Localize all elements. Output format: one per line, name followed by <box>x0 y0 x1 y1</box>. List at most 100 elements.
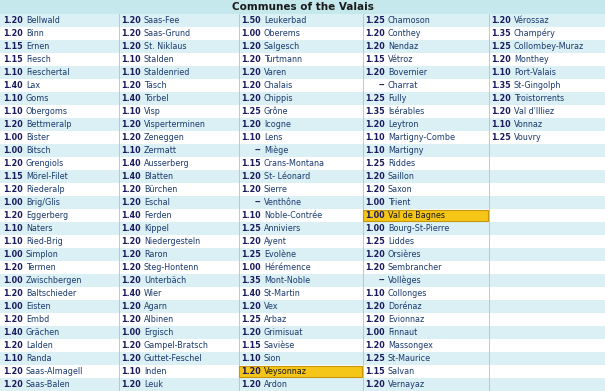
Text: 1.20: 1.20 <box>241 42 261 51</box>
Text: Lens: Lens <box>264 133 283 142</box>
Text: Saillon: Saillon <box>388 172 415 181</box>
Text: 1.20: 1.20 <box>3 159 23 168</box>
Text: Sion: Sion <box>264 354 281 363</box>
Text: 1.20: 1.20 <box>3 341 23 350</box>
Text: Vernayaz: Vernayaz <box>388 380 425 389</box>
Text: Bovernier: Bovernier <box>388 68 427 77</box>
Text: 1.10: 1.10 <box>491 68 511 77</box>
Text: Wier: Wier <box>144 289 162 298</box>
Text: 1.20: 1.20 <box>241 68 261 77</box>
Text: Eschal: Eschal <box>144 198 170 207</box>
Text: 1.20: 1.20 <box>241 367 261 376</box>
Text: 1.20: 1.20 <box>3 120 23 129</box>
Text: Chippis: Chippis <box>264 94 293 103</box>
Text: Lalden: Lalden <box>26 341 53 350</box>
Text: 1.00: 1.00 <box>365 224 385 233</box>
Text: Guttet-Feschel: Guttet-Feschel <box>144 354 203 363</box>
Text: Liddes: Liddes <box>388 237 414 246</box>
Bar <box>0 261 605 274</box>
Text: 1.20: 1.20 <box>121 276 141 285</box>
Text: Randa: Randa <box>26 354 51 363</box>
Text: 1.00: 1.00 <box>365 211 385 220</box>
Text: 1.15: 1.15 <box>241 341 261 350</box>
Text: Ayent: Ayent <box>264 237 287 246</box>
Text: 1.25: 1.25 <box>241 250 261 259</box>
Text: 1.10: 1.10 <box>241 133 261 142</box>
Bar <box>0 326 605 339</box>
Text: 1.20: 1.20 <box>121 42 141 51</box>
Text: Simplon: Simplon <box>26 250 59 259</box>
Text: Riederalp: Riederalp <box>26 185 65 194</box>
Text: 1.20: 1.20 <box>365 68 385 77</box>
Text: Blatten: Blatten <box>144 172 173 181</box>
Text: 1.20: 1.20 <box>3 16 23 25</box>
Text: 1.15: 1.15 <box>365 367 385 376</box>
Text: Zwischbergen: Zwischbergen <box>26 276 82 285</box>
Text: Leytron: Leytron <box>388 120 419 129</box>
Text: 1.00: 1.00 <box>241 263 261 272</box>
Text: Massongex: Massongex <box>388 341 433 350</box>
Text: Finnaut: Finnaut <box>388 328 417 337</box>
Bar <box>0 339 605 352</box>
Text: Communes of the Valais: Communes of the Valais <box>232 2 373 12</box>
Text: Täsch: Täsch <box>144 81 166 90</box>
Text: Mont-Noble: Mont-Noble <box>264 276 310 285</box>
Text: St- Léonard: St- Léonard <box>264 172 310 181</box>
Bar <box>0 144 605 157</box>
Text: Binn: Binn <box>26 29 44 38</box>
Text: Termen: Termen <box>26 263 56 272</box>
Text: Venthône: Venthône <box>264 198 302 207</box>
Text: St-Gingolph: St-Gingolph <box>514 81 561 90</box>
Text: Val de Bagnes: Val de Bagnes <box>388 211 445 220</box>
Text: Noble-Contrée: Noble-Contrée <box>264 211 322 220</box>
Text: 1.20: 1.20 <box>121 29 141 38</box>
Text: 1.10: 1.10 <box>4 68 23 77</box>
Text: Brig/Glis: Brig/Glis <box>26 198 60 207</box>
Text: 1.35: 1.35 <box>491 29 511 38</box>
Text: Monthey: Monthey <box>514 55 549 64</box>
Text: Fully: Fully <box>388 94 407 103</box>
Text: Ausserberg: Ausserberg <box>144 159 189 168</box>
Text: Obergoms: Obergoms <box>26 107 68 116</box>
Text: Fieschertal: Fieschertal <box>26 68 70 77</box>
Text: St-Maurice: St-Maurice <box>388 354 431 363</box>
Text: 1.20: 1.20 <box>241 302 261 311</box>
Text: Albinen: Albinen <box>144 315 174 324</box>
Text: 1.20: 1.20 <box>121 81 141 90</box>
Text: 1.20: 1.20 <box>121 16 141 25</box>
Text: 1.20: 1.20 <box>365 250 385 259</box>
Text: 1.25: 1.25 <box>365 354 385 363</box>
Text: Icogne: Icogne <box>264 120 291 129</box>
Text: 1.40: 1.40 <box>4 81 23 90</box>
Text: 1.20: 1.20 <box>121 250 141 259</box>
Text: 1.20: 1.20 <box>365 29 385 38</box>
Bar <box>0 196 605 209</box>
Text: Orsières: Orsières <box>388 250 422 259</box>
Text: Varen: Varen <box>264 68 287 77</box>
Text: 1.20: 1.20 <box>241 380 261 389</box>
Text: Val d'Illiez: Val d'Illiez <box>514 107 554 116</box>
Text: Bettmeralp: Bettmeralp <box>26 120 71 129</box>
Text: 1.10: 1.10 <box>4 94 23 103</box>
Text: 1.20: 1.20 <box>241 120 261 129</box>
Text: 1.35: 1.35 <box>241 276 261 285</box>
Text: Inden: Inden <box>144 367 166 376</box>
Text: Kippel: Kippel <box>144 224 169 233</box>
Text: Leuk: Leuk <box>144 380 163 389</box>
Text: Visperterminen: Visperterminen <box>144 120 206 129</box>
Text: 1.00: 1.00 <box>4 250 23 259</box>
Text: 1.10: 1.10 <box>4 237 23 246</box>
Text: 1.20: 1.20 <box>365 302 385 311</box>
Text: Isérables: Isérables <box>388 107 424 116</box>
Text: 1.00: 1.00 <box>4 146 23 155</box>
Text: 1.10: 1.10 <box>241 354 261 363</box>
Text: 1.20: 1.20 <box>3 185 23 194</box>
Text: Troistorrents: Troistorrents <box>514 94 564 103</box>
Text: Chamoson: Chamoson <box>388 16 431 25</box>
Text: 1.20: 1.20 <box>241 55 261 64</box>
Text: Champéry: Champéry <box>514 29 556 38</box>
Text: Turtmann: Turtmann <box>264 55 302 64</box>
Text: Ried-Brig: Ried-Brig <box>26 237 63 246</box>
Text: Saas-Balen: Saas-Balen <box>26 380 71 389</box>
Text: 1.00: 1.00 <box>365 198 385 207</box>
